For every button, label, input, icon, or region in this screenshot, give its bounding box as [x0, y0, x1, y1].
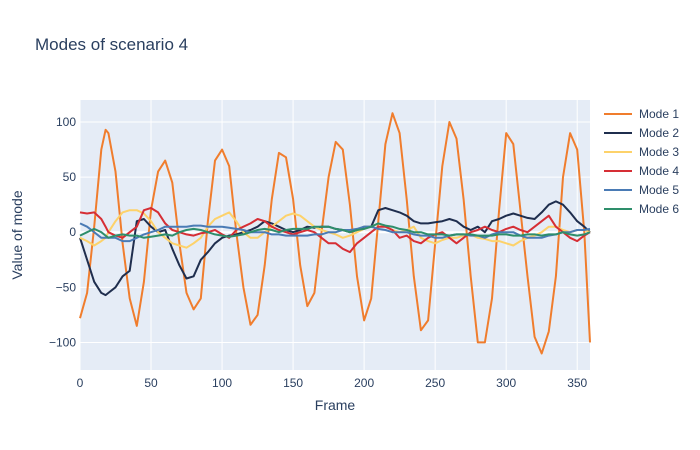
x-tick-label: 50 — [144, 376, 158, 390]
legend[interactable]: Mode 1 Mode 2 Mode 3 Mode 4 Mode 5 Mode 6 — [604, 107, 679, 216]
legend-item-mode-5[interactable]: Mode 5 — [604, 183, 679, 197]
x-axis-title: Frame — [315, 397, 356, 413]
legend-label: Mode 6 — [639, 202, 679, 216]
y-tick-label: 100 — [56, 115, 76, 129]
legend-label: Mode 2 — [639, 126, 679, 140]
y-tick-label: −50 — [56, 280, 77, 294]
x-tick-label: 300 — [496, 376, 516, 390]
legend-label: Mode 4 — [639, 164, 679, 178]
x-tick-label: 350 — [567, 376, 587, 390]
series-lines — [79, 112, 591, 355]
axis-ticks: 0 50 100 150 200 250 300 350 −100 −50 0 50 100 — [49, 115, 588, 390]
x-tick-label: 250 — [425, 376, 445, 390]
legend-label: Mode 5 — [639, 183, 679, 197]
legend-item-mode-6[interactable]: Mode 6 — [604, 202, 679, 216]
legend-label: Mode 1 — [639, 107, 679, 121]
series-line-mode-4 — [79, 207, 591, 254]
y-tick-label: 50 — [63, 170, 77, 184]
legend-item-mode-3[interactable]: Mode 3 — [604, 145, 679, 159]
x-tick-label: 200 — [354, 376, 374, 390]
y-tick-label: −100 — [49, 335, 76, 349]
legend-item-mode-4[interactable]: Mode 4 — [604, 164, 679, 178]
legend-label: Mode 3 — [639, 145, 679, 159]
legend-item-mode-2[interactable]: Mode 2 — [604, 126, 679, 140]
x-tick-label: 150 — [283, 376, 303, 390]
x-tick-label: 0 — [77, 376, 84, 390]
y-axis-title: Value of mode — [9, 190, 25, 279]
x-tick-label: 100 — [212, 376, 232, 390]
legend-item-mode-1[interactable]: Mode 1 — [604, 107, 679, 121]
series-line-mode-1 — [79, 112, 591, 355]
series-line-mode-3 — [79, 209, 591, 249]
series-line-mode-5 — [79, 222, 591, 243]
y-tick-label: 0 — [69, 225, 76, 239]
series-line-mode-6 — [79, 222, 591, 239]
chart-title: Modes of scenario 4 — [35, 35, 188, 54]
